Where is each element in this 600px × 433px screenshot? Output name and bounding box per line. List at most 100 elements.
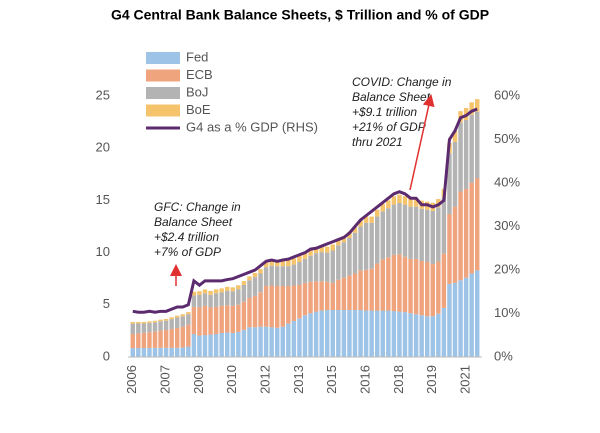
bar-segment — [252, 295, 258, 328]
bar-segment — [380, 204, 385, 212]
bar-segment — [336, 239, 341, 246]
x-tick-label: 2013 — [291, 365, 306, 394]
bar-segment — [369, 268, 374, 311]
bar-segment — [275, 260, 280, 267]
x-tick-label: 2015 — [324, 365, 339, 394]
bar-segment — [197, 307, 202, 336]
x-tick-label: 2016 — [358, 365, 373, 394]
bar-segment — [136, 348, 141, 357]
y2-tick-label: 40% — [494, 174, 520, 189]
bar-segment — [175, 317, 180, 328]
annotation: Balance Sheet — [352, 90, 431, 104]
bar-segment — [225, 286, 230, 291]
bar-segment — [230, 291, 235, 306]
annotation: +7% of GDP — [154, 245, 221, 259]
bar-segment — [258, 326, 263, 357]
bar-segment — [402, 204, 408, 257]
bar-segment — [302, 252, 308, 259]
bar-segment — [169, 317, 174, 320]
annotation: +21% of GDP — [352, 120, 426, 134]
x-tick-label: 2021 — [458, 365, 473, 394]
bar-segment — [325, 310, 330, 357]
bar-segment — [319, 245, 324, 253]
bar-segment — [141, 321, 147, 324]
bar-segment — [330, 250, 335, 283]
bar-segment — [286, 323, 291, 357]
bar-segment — [236, 289, 241, 305]
bar-segment — [247, 327, 252, 357]
bar-segment — [219, 305, 224, 333]
bar-segment — [397, 254, 402, 312]
bar-segment — [308, 249, 313, 256]
bar-segment — [352, 232, 358, 274]
bar-segment — [330, 310, 335, 357]
y2-tick-label: 50% — [494, 131, 520, 146]
bar-segment — [258, 269, 263, 274]
bar-segment — [363, 216, 369, 223]
y2-tick-label: 10% — [494, 305, 520, 320]
bar-segment — [341, 242, 347, 278]
bar-segment — [241, 284, 247, 302]
bar-segment — [452, 141, 458, 207]
bar-segment — [202, 335, 208, 357]
bar-segment — [280, 259, 285, 267]
bar-segment — [363, 222, 369, 270]
bar-segment — [225, 305, 230, 333]
bar-segment — [202, 293, 208, 306]
bar-segment — [413, 314, 419, 357]
bar-segment — [225, 290, 230, 306]
bar-segment — [475, 178, 480, 271]
bar-segment — [136, 323, 141, 334]
bar-segment — [386, 208, 391, 258]
bar-segment — [402, 196, 408, 205]
bar-segment — [408, 258, 413, 314]
bar-segment — [241, 329, 247, 357]
bar-segment — [291, 285, 297, 321]
bar-segment — [152, 320, 158, 323]
bar-segment — [347, 237, 352, 276]
bar-segment — [469, 114, 474, 183]
bar-segment — [413, 198, 419, 207]
bar-segment — [291, 264, 297, 286]
bar-segment — [130, 323, 135, 335]
bar-segment — [263, 326, 269, 357]
bar-segment — [286, 266, 291, 287]
bar-segment — [141, 323, 147, 333]
bar-segment — [308, 281, 313, 314]
bar-segment — [430, 210, 435, 265]
y2-tick-label: 20% — [494, 261, 520, 276]
bar-segment — [241, 301, 247, 330]
bar-segment — [258, 273, 263, 293]
bar-segment — [375, 263, 380, 311]
bar-segment — [352, 310, 358, 357]
x-tick-label: 2006 — [124, 365, 139, 394]
bar-segment — [369, 222, 374, 269]
bar-segment — [436, 261, 441, 314]
bar-segment — [375, 209, 380, 217]
legend-swatch — [146, 87, 180, 99]
bar-segment — [236, 285, 241, 290]
bar-segment — [419, 260, 424, 316]
bar-segment — [252, 327, 258, 357]
bar-segment — [208, 307, 213, 335]
bar-segment — [458, 280, 463, 357]
bar-segment — [313, 281, 319, 312]
annotation: +$2.4 trillion — [154, 230, 219, 244]
bar-segment — [463, 120, 469, 189]
bar-segment — [302, 282, 308, 316]
x-tick-label: 2018 — [391, 365, 406, 394]
bar-segment — [425, 316, 430, 357]
bar-segment — [358, 310, 363, 357]
line-series — [132, 107, 478, 314]
bar-segment — [358, 220, 363, 227]
bar-segment — [219, 288, 224, 293]
bar-segment — [291, 320, 297, 357]
bar-segment — [302, 315, 308, 357]
bar-segment — [186, 346, 191, 357]
bar-segment — [213, 289, 219, 294]
bar-segment — [308, 255, 313, 282]
bar-segment — [447, 153, 452, 214]
legend-label: BoJ — [186, 84, 208, 99]
bar-segment — [413, 258, 419, 315]
bar-segment — [263, 286, 269, 327]
